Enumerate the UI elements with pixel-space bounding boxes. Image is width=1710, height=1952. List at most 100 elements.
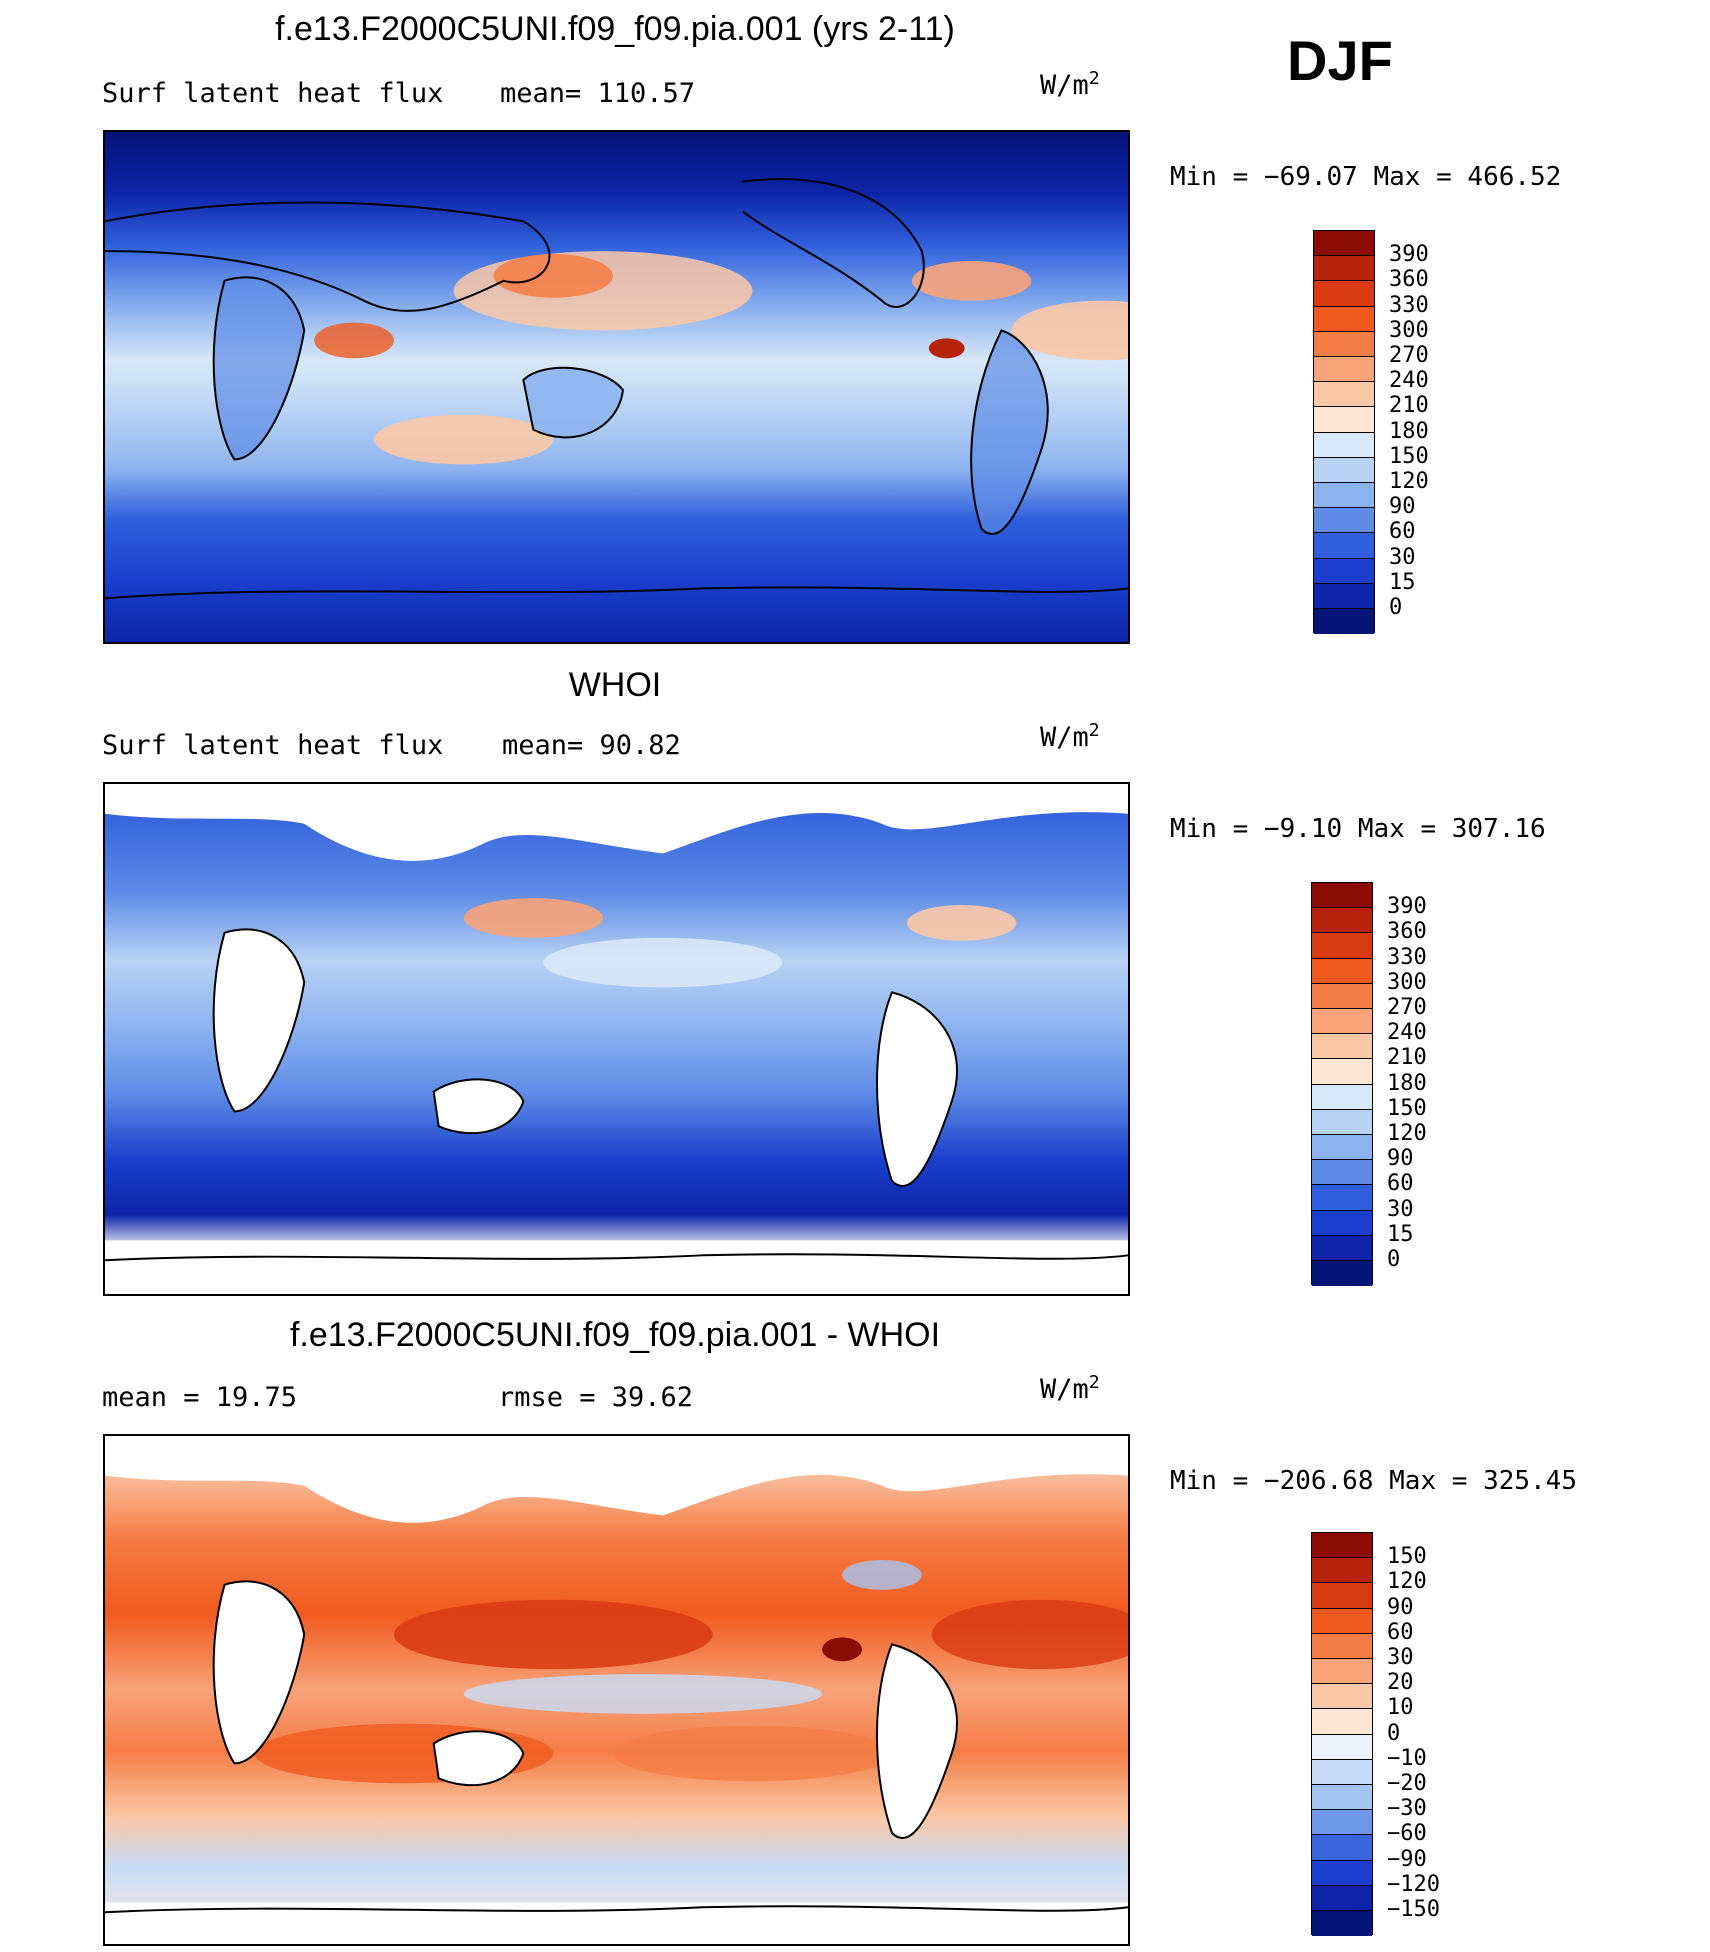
panel-3-mean-label: mean = 19.75 [102, 1382, 298, 1413]
colorbar-swatch [1314, 256, 1374, 282]
colorbar-tick-label: 210 [1389, 393, 1429, 419]
colorbar-swatch [1312, 1034, 1372, 1060]
panel-3-map [103, 1434, 1130, 1946]
colorbar-swatch [1314, 533, 1374, 559]
colorbar-swatch [1314, 583, 1374, 609]
colorbar-swatch [1312, 1835, 1372, 1861]
colorbar-tick-label: 60 [1387, 1619, 1414, 1645]
colorbar-tick-label: 0 [1389, 595, 1403, 620]
colorbar-swatch [1312, 1583, 1372, 1609]
colorbar-tick-label: 240 [1389, 368, 1429, 394]
colorbar-swatch [1312, 1734, 1372, 1760]
colorbar-swatch [1312, 1759, 1372, 1785]
colorbar-swatch [1312, 908, 1372, 934]
colorbar-tick-label: 15 [1389, 569, 1416, 595]
colorbar-tick-label: 15 [1387, 1221, 1414, 1247]
colorbar-swatch [1314, 457, 1374, 483]
panel-2-map-svg [105, 784, 1128, 1294]
colorbar-swatch [1312, 1135, 1372, 1161]
colorbar-tick-label: 20 [1387, 1670, 1414, 1696]
colorbar-tick-label: −60 [1387, 1821, 1427, 1847]
colorbar-tick-label: 0 [1387, 1247, 1401, 1272]
panel-2-mean-label: mean= 90.82 [502, 730, 681, 761]
colorbar-swatch [1312, 1911, 1372, 1937]
colorbar-tick-label: 120 [1387, 1569, 1427, 1595]
panel-3-rmse-label: rmse = 39.62 [498, 1382, 694, 1413]
colorbar-swatch [1314, 432, 1374, 458]
panel-1-map [103, 130, 1130, 644]
colorbar-box [1311, 1532, 1373, 1937]
colorbar-tick-label: 150 [1387, 1095, 1427, 1121]
colorbar-swatch [1312, 1109, 1372, 1135]
colorbar-swatch [1312, 1059, 1372, 1085]
colorbar-swatch [1314, 609, 1374, 635]
panel-1-mean-label: mean= 110.57 [500, 78, 696, 109]
panel-2-left-label: Surf latent heat flux [102, 730, 444, 761]
colorbar-tick-label: 270 [1389, 343, 1429, 368]
colorbar-swatch [1314, 357, 1374, 383]
panel-2-title: WHOI [568, 666, 662, 704]
colorbar-swatch [1312, 1659, 1372, 1685]
colorbar-swatch [1312, 983, 1372, 1009]
colorbar-tick-label: 180 [1389, 418, 1429, 444]
colorbar-swatch [1314, 508, 1374, 534]
colorbar-tick-label: 150 [1389, 443, 1429, 469]
colorbar-tick-label: 30 [1387, 1645, 1414, 1670]
panel-2-units: W/m2 [1040, 720, 1100, 753]
colorbar-swatch [1312, 1261, 1372, 1287]
panel-1-map-svg [105, 132, 1128, 642]
colorbar-tick-label: 210 [1387, 1045, 1427, 1071]
colorbar-tick-label: 390 [1389, 242, 1429, 268]
colorbar-swatch [1312, 1084, 1372, 1110]
colorbar-tick-label: 120 [1389, 469, 1429, 494]
colorbar-swatch [1312, 1810, 1372, 1836]
colorbar-tick-label: 60 [1387, 1171, 1414, 1197]
colorbar-tick-label: 360 [1387, 919, 1427, 945]
colorbar-tick-label: 360 [1389, 267, 1429, 293]
colorbar-tick-label: 300 [1389, 317, 1429, 343]
panel-3-units: W/m2 [1040, 1372, 1100, 1405]
season-label: DJF [1287, 29, 1393, 92]
colorbar-tick-label: −120 [1387, 1871, 1440, 1897]
colorbar-tick-label: 270 [1387, 995, 1427, 1020]
colorbar-tick-label: 330 [1389, 292, 1429, 318]
colorbar-swatch [1312, 933, 1372, 959]
colorbar-tick-label: 90 [1387, 1594, 1414, 1620]
colorbar-swatch [1314, 231, 1374, 257]
colorbar-tick-label: 150 [1387, 1544, 1427, 1570]
colorbar-swatch [1312, 1785, 1372, 1811]
colorbar-tick-label: 10 [1387, 1695, 1414, 1721]
colorbar-tick-label: 180 [1387, 1070, 1427, 1096]
colorbar-tick-label: 90 [1387, 1146, 1414, 1172]
panel-3-minmax: Min = −206.68 Max = 325.45 [1170, 1466, 1577, 1496]
colorbar-tick-label: −150 [1387, 1897, 1440, 1922]
colorbar-tick-label: 330 [1387, 944, 1427, 970]
colorbar-swatch [1312, 958, 1372, 984]
colorbar-tick-label: 30 [1389, 544, 1416, 570]
colorbar-swatch [1312, 1160, 1372, 1186]
colorbar-tick-label: 390 [1387, 894, 1427, 920]
panel-3-map-svg [105, 1436, 1128, 1944]
colorbar-tick-label: −20 [1387, 1771, 1427, 1796]
colorbar-swatch [1312, 1608, 1372, 1634]
colorbar-swatch [1312, 1885, 1372, 1911]
colorbar-tick-label: 30 [1387, 1196, 1414, 1222]
panel-2-map [103, 782, 1130, 1296]
colorbar-swatch [1312, 1235, 1372, 1261]
colorbar-swatch [1314, 382, 1374, 408]
panel-3-title: f.e13.F2000C5UNI.f09_f09.pia.001 - WHOI [289, 1316, 941, 1354]
colorbar-swatch [1312, 1709, 1372, 1735]
colorbar-tick-label: −10 [1387, 1745, 1427, 1771]
colorbar-tick-label: 300 [1387, 969, 1427, 995]
colorbar-swatch [1312, 1633, 1372, 1659]
colorbar-tick-label: 120 [1387, 1121, 1427, 1146]
colorbar-swatch [1312, 1210, 1372, 1236]
colorbar-swatch [1314, 483, 1374, 509]
colorbar-tick-label: 90 [1389, 494, 1416, 520]
panel-1-minmax: Min = −69.07 Max = 466.52 [1170, 162, 1562, 192]
colorbar-swatch [1312, 1860, 1372, 1886]
colorbar-tick-label: 60 [1389, 519, 1416, 545]
colorbar-swatch [1314, 306, 1374, 332]
colorbar-swatch [1312, 1684, 1372, 1710]
panel-1-title: f.e13.F2000C5UNI.f09_f09.pia.001 (yrs 2-… [275, 10, 955, 48]
